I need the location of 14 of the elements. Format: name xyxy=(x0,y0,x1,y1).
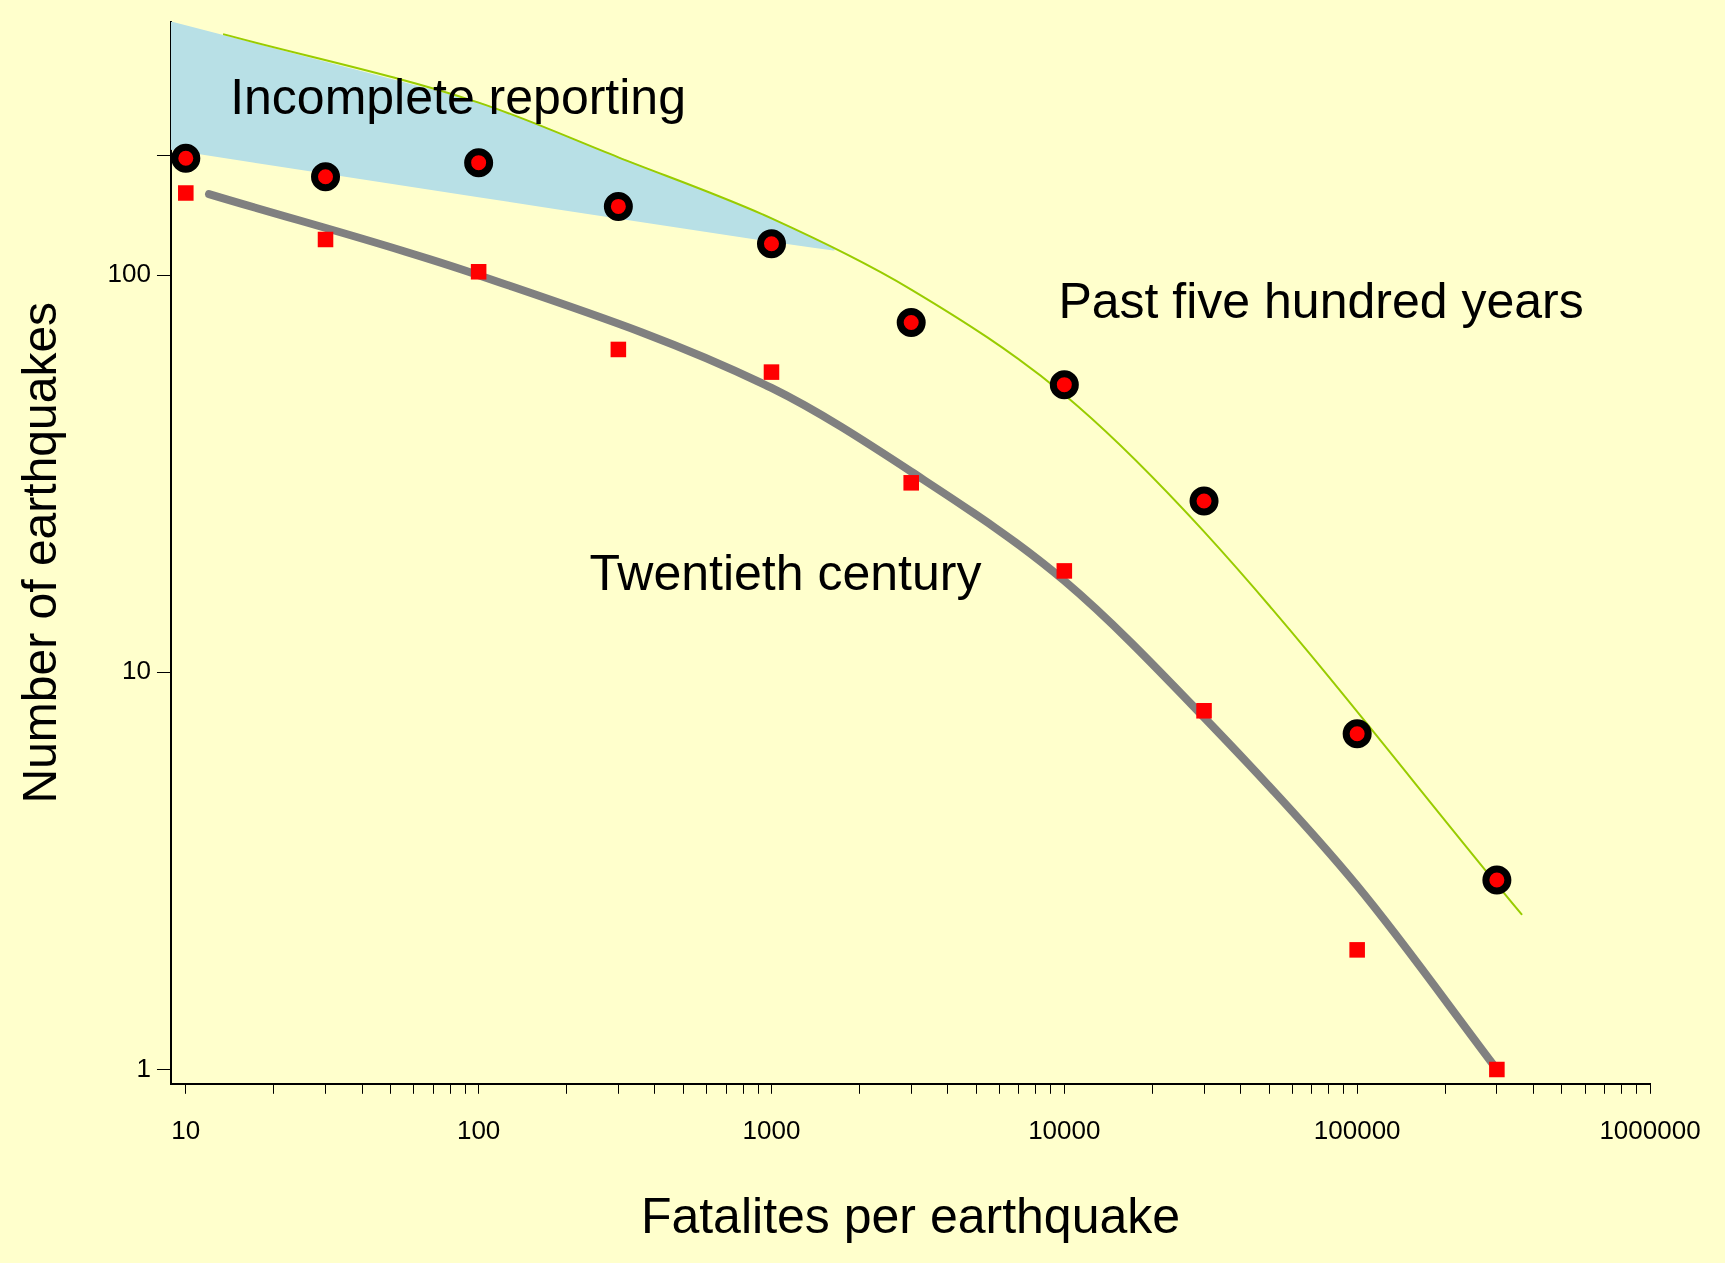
x-tick-label: 1000 xyxy=(742,1114,801,1145)
x-tick-label: 10 xyxy=(171,1114,201,1145)
annotation: Incomplete reporting xyxy=(230,68,686,125)
annotation: Twentieth century xyxy=(589,544,982,601)
x-tick-label: 100 xyxy=(456,1114,501,1145)
annotation: Past five hundred years xyxy=(1058,272,1584,329)
x-tick-label: 1000000 xyxy=(1599,1114,1701,1145)
y-tick-label: 100 xyxy=(107,258,151,289)
x-tick-label: 10000 xyxy=(1028,1114,1101,1145)
y-tick-label: 10 xyxy=(122,655,151,686)
y-tick-label: 1 xyxy=(136,1052,151,1083)
y-axis-title: Number of earthquakes xyxy=(13,301,67,804)
x-tick-label: 100000 xyxy=(1313,1114,1401,1145)
x-axis-title: Fatalites per earthquake xyxy=(640,1187,1181,1244)
